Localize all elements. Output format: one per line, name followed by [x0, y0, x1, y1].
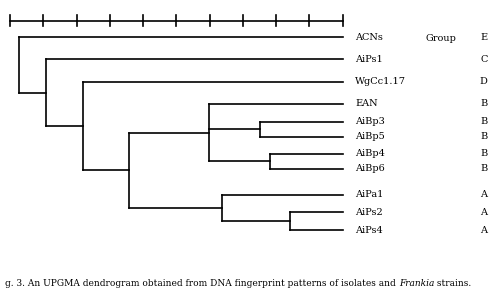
Text: B: B	[480, 132, 487, 141]
Text: E: E	[480, 33, 487, 42]
Text: Group: Group	[425, 34, 457, 43]
Text: Frankia: Frankia	[399, 279, 434, 288]
Text: AiPs2: AiPs2	[355, 208, 383, 217]
Text: AiBp6: AiBp6	[355, 164, 385, 173]
Text: AiPs4: AiPs4	[355, 226, 383, 235]
Text: EAN: EAN	[355, 99, 378, 108]
Text: A: A	[480, 190, 487, 199]
Text: B: B	[480, 149, 487, 158]
Text: strains.: strains.	[434, 279, 471, 288]
Text: WgCc1.17: WgCc1.17	[355, 77, 406, 86]
Text: ACNs: ACNs	[355, 33, 383, 42]
Text: B: B	[480, 164, 487, 173]
Text: AiBp3: AiBp3	[355, 117, 385, 126]
Text: AiPa1: AiPa1	[355, 190, 384, 199]
Text: AiPs1: AiPs1	[355, 55, 383, 64]
Text: AiBp4: AiBp4	[355, 149, 385, 158]
Text: AiBp5: AiBp5	[355, 132, 385, 141]
Text: A: A	[480, 208, 487, 217]
Text: A: A	[480, 226, 487, 235]
Text: B: B	[480, 99, 487, 108]
Text: C: C	[480, 55, 487, 64]
Text: B: B	[480, 117, 487, 126]
Text: D: D	[480, 77, 488, 86]
Text: g. 3. An UPGMA dendrogram obtained from DNA fingerprint patterns of isolates and: g. 3. An UPGMA dendrogram obtained from …	[5, 279, 399, 288]
